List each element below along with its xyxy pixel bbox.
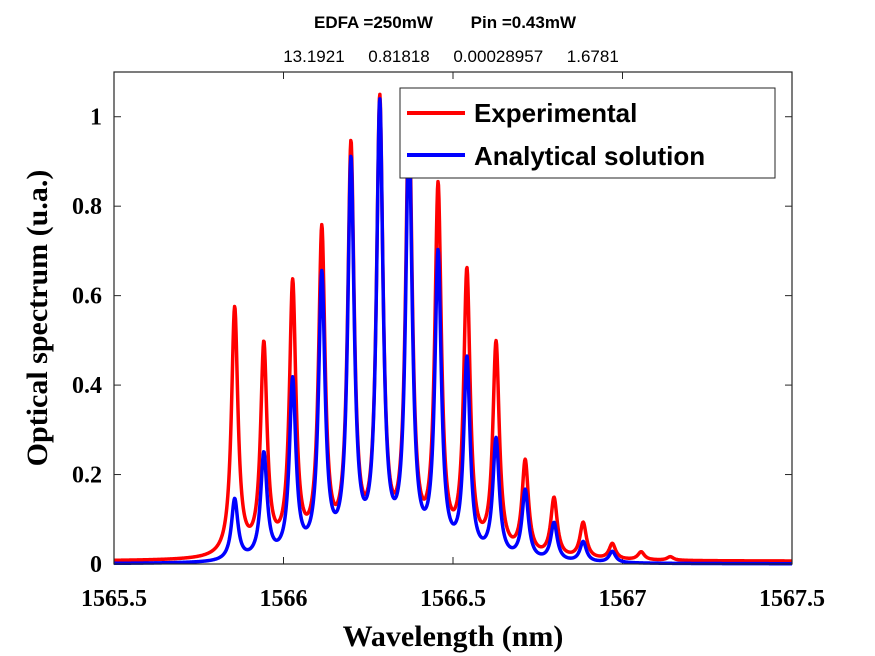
x-tick-label: 1565.5 [81,586,147,612]
x-axis-label: Wavelength (nm) [343,620,564,653]
y-tick-label: 0 [90,552,102,578]
series-line-analytical [112,97,794,566]
y-tick-label: 1 [90,105,102,131]
x-tick-label: 1566.5 [420,586,486,612]
y-tick-label: 0.6 [72,284,102,310]
x-tick-label: 1566 [260,586,308,612]
y-tick-label: 0.4 [72,373,102,399]
legend-label-analytical: Analytical solution [474,141,705,171]
legend: Experimental Analytical solution [399,87,776,179]
chart-title-line1: EDFA =250mW Pin =0.43mW [314,13,577,32]
y-tick-label: 0.2 [72,463,102,489]
legend-label-experimental: Experimental [474,98,637,128]
plot-frame [113,71,793,565]
series-lines [112,92,794,566]
axis-ticks: 1565.5 1566 1566.5 1567 1567.5 0 0.2 0.4 0.6 0.8 1 [72,72,825,612]
x-tick-label: 1567.5 [759,586,825,612]
series-line-experimental [112,92,794,563]
chart-title-line2: 13.1921 0.81818 0.00028957 1.6781 [283,47,619,66]
y-tick-label: 0.8 [72,194,102,220]
x-tick-label: 1567 [599,586,647,612]
legend-box [399,87,776,179]
y-axis-label: Optical spectrum (u.a.) [21,170,54,467]
